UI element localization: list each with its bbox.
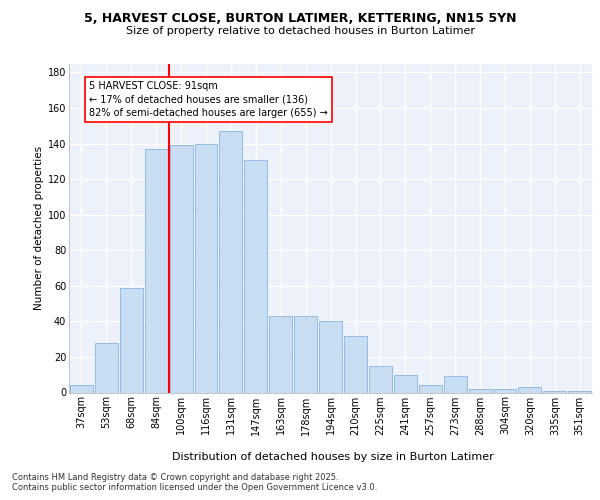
Bar <box>544 390 566 392</box>
Bar <box>244 160 268 392</box>
Bar <box>419 386 442 392</box>
Bar <box>95 342 118 392</box>
Bar <box>70 386 93 392</box>
Bar <box>394 374 417 392</box>
Bar <box>269 316 292 392</box>
Y-axis label: Number of detached properties: Number of detached properties <box>34 146 44 310</box>
Bar <box>444 376 467 392</box>
Bar <box>220 131 242 392</box>
Bar <box>319 322 342 392</box>
Bar <box>170 146 193 392</box>
Text: Distribution of detached houses by size in Burton Latimer: Distribution of detached houses by size … <box>172 452 494 462</box>
Bar <box>194 144 217 392</box>
Bar <box>120 288 143 393</box>
Bar <box>294 316 317 392</box>
Bar <box>518 387 541 392</box>
Text: Size of property relative to detached houses in Burton Latimer: Size of property relative to detached ho… <box>125 26 475 36</box>
Bar <box>469 389 491 392</box>
Bar <box>344 336 367 392</box>
Text: 5, HARVEST CLOSE, BURTON LATIMER, KETTERING, NN15 5YN: 5, HARVEST CLOSE, BURTON LATIMER, KETTER… <box>84 12 516 24</box>
Bar <box>494 389 517 392</box>
Bar <box>145 149 167 392</box>
Text: Contains HM Land Registry data © Crown copyright and database right 2025.
Contai: Contains HM Land Registry data © Crown c… <box>12 472 377 492</box>
Text: 5 HARVEST CLOSE: 91sqm
← 17% of detached houses are smaller (136)
82% of semi-de: 5 HARVEST CLOSE: 91sqm ← 17% of detached… <box>89 82 328 118</box>
Bar <box>369 366 392 392</box>
Bar <box>568 390 591 392</box>
